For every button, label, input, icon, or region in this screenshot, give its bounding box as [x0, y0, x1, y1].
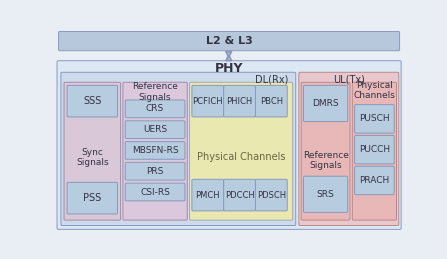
- Text: MBSFN-RS: MBSFN-RS: [132, 146, 178, 155]
- FancyBboxPatch shape: [192, 85, 224, 117]
- Text: PUSCH: PUSCH: [359, 114, 390, 123]
- Text: UL(Tx): UL(Tx): [333, 75, 365, 85]
- Text: DMRS: DMRS: [312, 99, 339, 108]
- FancyBboxPatch shape: [125, 100, 185, 118]
- FancyBboxPatch shape: [224, 85, 255, 117]
- Text: PMCH: PMCH: [195, 191, 220, 200]
- Text: PDSCH: PDSCH: [257, 191, 286, 200]
- Text: PHICH: PHICH: [227, 97, 253, 106]
- Text: DL(Rx): DL(Rx): [255, 75, 288, 85]
- Text: PSS: PSS: [83, 193, 101, 203]
- Text: Sync
Signals: Sync Signals: [76, 148, 109, 167]
- Text: UERS: UERS: [143, 125, 167, 134]
- FancyBboxPatch shape: [59, 31, 400, 51]
- Text: PRACH: PRACH: [359, 176, 389, 185]
- FancyBboxPatch shape: [192, 179, 224, 211]
- FancyBboxPatch shape: [67, 182, 118, 214]
- Text: PDCCH: PDCCH: [225, 191, 254, 200]
- FancyBboxPatch shape: [67, 85, 118, 117]
- FancyBboxPatch shape: [125, 162, 185, 180]
- FancyBboxPatch shape: [57, 61, 401, 229]
- FancyBboxPatch shape: [304, 85, 348, 121]
- FancyBboxPatch shape: [354, 135, 394, 164]
- Text: CRS: CRS: [146, 104, 164, 113]
- FancyBboxPatch shape: [190, 82, 293, 220]
- FancyBboxPatch shape: [125, 183, 185, 201]
- Text: Physical
Channels: Physical Channels: [354, 81, 395, 100]
- Text: PHY: PHY: [215, 62, 244, 75]
- FancyBboxPatch shape: [125, 142, 185, 159]
- Text: Reference
Signals: Reference Signals: [132, 82, 178, 102]
- FancyBboxPatch shape: [64, 82, 121, 220]
- Text: Reference
Signals: Reference Signals: [303, 151, 349, 170]
- FancyBboxPatch shape: [301, 82, 350, 220]
- FancyBboxPatch shape: [304, 176, 348, 212]
- Text: SSS: SSS: [83, 96, 101, 106]
- FancyBboxPatch shape: [125, 121, 185, 139]
- Text: PCFICH: PCFICH: [193, 97, 223, 106]
- Text: PRS: PRS: [146, 167, 164, 176]
- FancyBboxPatch shape: [352, 82, 396, 220]
- FancyBboxPatch shape: [354, 105, 394, 133]
- FancyBboxPatch shape: [123, 82, 187, 220]
- FancyBboxPatch shape: [354, 166, 394, 195]
- FancyBboxPatch shape: [224, 179, 255, 211]
- Text: CSI-RS: CSI-RS: [140, 188, 170, 197]
- FancyBboxPatch shape: [299, 72, 399, 226]
- Text: L2 & L3: L2 & L3: [206, 36, 253, 46]
- Text: PBCH: PBCH: [260, 97, 283, 106]
- Text: SRS: SRS: [317, 190, 334, 199]
- Text: Physical Channels: Physical Channels: [197, 152, 285, 162]
- Text: PUCCH: PUCCH: [359, 145, 390, 154]
- FancyBboxPatch shape: [255, 179, 287, 211]
- FancyBboxPatch shape: [255, 85, 287, 117]
- FancyBboxPatch shape: [61, 72, 296, 226]
